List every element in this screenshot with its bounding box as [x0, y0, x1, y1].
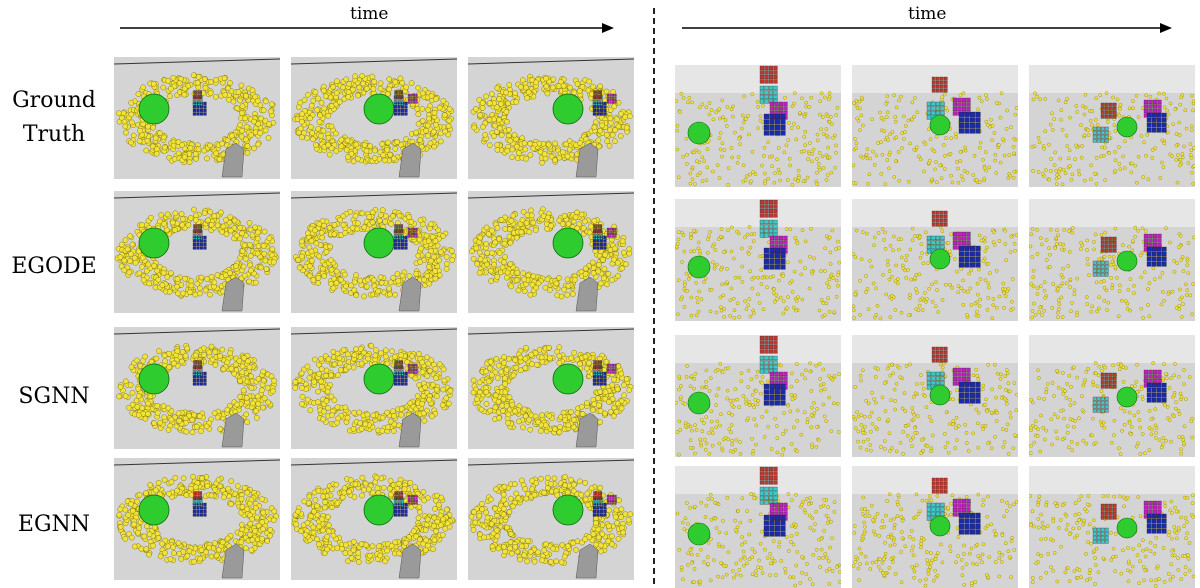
right-sim-panel: [1029, 335, 1195, 457]
green-sphere: [1117, 117, 1137, 137]
green-sphere: [139, 94, 169, 124]
green-sphere: [364, 364, 394, 394]
right-sim-panel: [852, 65, 1018, 187]
green-sphere: [139, 364, 169, 394]
row-label-line: Ground: [0, 84, 108, 118]
row-label-line: EGNN: [0, 508, 108, 542]
row-label-egnn: EGNN: [0, 508, 108, 542]
right-sim-panel: [852, 335, 1018, 457]
green-sphere: [1117, 387, 1137, 407]
right-sim-panel: [1029, 466, 1195, 588]
row-label-line: SGNN: [0, 380, 108, 414]
right-sim-panel: [852, 466, 1018, 588]
left-sim-panel: [114, 57, 280, 179]
green-sphere: [553, 94, 583, 124]
right-sim-panel: [675, 466, 841, 588]
row-label-egode: EGODE: [0, 250, 108, 284]
green-sphere: [688, 392, 710, 414]
green-sphere: [688, 523, 710, 545]
green-sphere: [364, 94, 394, 124]
green-sphere: [930, 115, 950, 135]
left-sim-panel: [468, 327, 634, 449]
green-sphere: [139, 228, 169, 258]
green-sphere: [688, 256, 710, 278]
row-label-sgnn: SGNN: [0, 380, 108, 414]
left-sim-panel: [468, 57, 634, 179]
row-label-line: Truth: [0, 118, 108, 152]
green-sphere: [1117, 251, 1137, 271]
right-sim-panel: [852, 199, 1018, 321]
left-sim-panel: [291, 57, 457, 179]
left-sim-panel: [291, 327, 457, 449]
left-sim-panel: [468, 191, 634, 313]
green-sphere: [553, 228, 583, 258]
green-sphere: [688, 122, 710, 144]
left-sim-panel: [291, 458, 457, 580]
green-sphere: [553, 495, 583, 525]
row-label-ground-truth: Ground Truth: [0, 84, 108, 152]
green-sphere: [930, 385, 950, 405]
left-sim-panel: [114, 191, 280, 313]
right-sim-panel: [675, 335, 841, 457]
right-sim-panel: [675, 65, 841, 187]
left-sim-panel: [291, 191, 457, 313]
left-sim-panel: [468, 458, 634, 580]
left-sim-panel: [114, 458, 280, 580]
green-sphere: [553, 364, 583, 394]
right-sim-panel: [1029, 65, 1195, 187]
row-label-line: EGODE: [0, 250, 108, 284]
right-time-arrow: [680, 20, 1180, 36]
left-sim-panel: [114, 327, 280, 449]
left-time-arrow: [118, 20, 618, 36]
dashed-divider: [653, 8, 655, 584]
green-sphere: [139, 495, 169, 525]
right-sim-panel: [1029, 199, 1195, 321]
green-sphere: [364, 228, 394, 258]
green-sphere: [364, 495, 394, 525]
green-sphere: [930, 249, 950, 269]
green-sphere: [930, 516, 950, 536]
green-sphere: [1117, 518, 1137, 538]
right-sim-panel: [675, 199, 841, 321]
